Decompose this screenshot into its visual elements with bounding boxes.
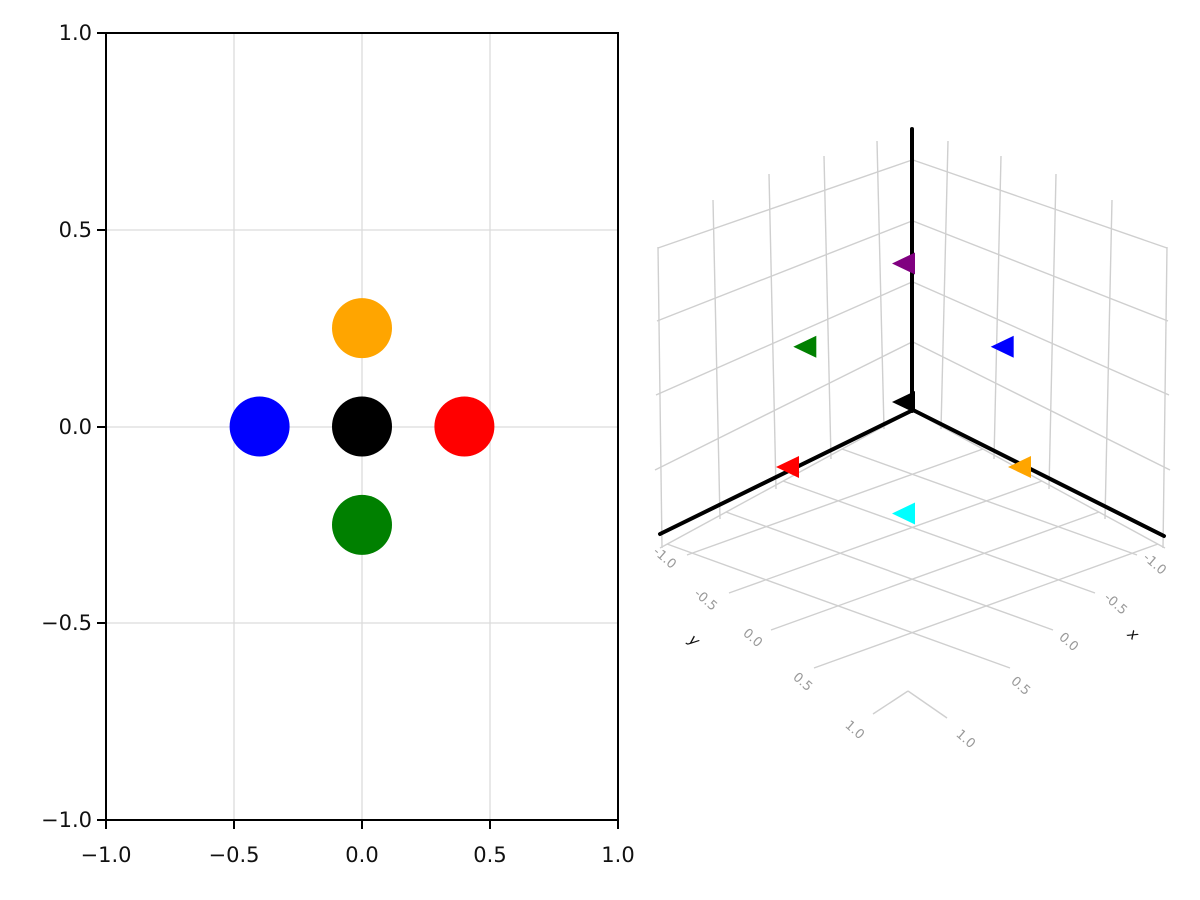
- y-tick-label: −0.5: [41, 611, 92, 635]
- scatter-markers-2d: [229, 298, 495, 555]
- y-tick-label-3d: 0.5: [790, 670, 815, 695]
- wall-grid-left: [654, 140, 913, 549]
- marker-3d-purple: [892, 252, 915, 275]
- y-axis-label-3d: y: [684, 630, 704, 651]
- y-tick-label: 0.5: [59, 218, 92, 242]
- marker-orange: [332, 298, 392, 359]
- y-tick-label: 0.0: [59, 415, 92, 439]
- marker-3d-black: [892, 391, 915, 413]
- marker-3d-red: [776, 456, 799, 478]
- marker-3d-orange: [1008, 456, 1031, 478]
- x-tick-label-3d: 0.0: [1056, 630, 1081, 655]
- y-tick-label-3d: -0.5: [691, 586, 720, 614]
- marker-3d-cyan: [892, 502, 915, 525]
- y-axis-ticks: [97, 32, 106, 821]
- x-tick-label-3d: -0.5: [1101, 590, 1130, 618]
- x-axis-ticks: [105, 820, 619, 829]
- scatter-markers-3d: [776, 252, 1031, 525]
- x-tick-label: −1.0: [81, 843, 132, 867]
- y-tick-label: 1.0: [59, 21, 92, 45]
- marker-green: [332, 494, 392, 555]
- marker-black: [332, 396, 392, 457]
- x-tick-label-3d: 1.0: [953, 727, 978, 752]
- x-tick-label: −0.5: [209, 843, 260, 867]
- y-tick-label-3d: 1.0: [842, 718, 867, 743]
- x-tick-label-3d: -1.0: [1140, 550, 1169, 578]
- floor-grid: [666, 448, 1159, 719]
- wall-grid-right: [912, 140, 1171, 549]
- y-tick-label: −1.0: [41, 808, 92, 832]
- marker-blue: [229, 396, 290, 457]
- x-tick-labels: −1.0 −0.5 0.0 0.5 1.0: [81, 843, 635, 867]
- x-tick-label: 0.0: [345, 843, 378, 867]
- y-tick-labels: 1.0 0.5 0.0 −0.5 −1.0: [41, 21, 92, 832]
- x-tick-label-3d: 0.5: [1008, 674, 1033, 699]
- y-tick-label-3d: -1.0: [650, 544, 679, 572]
- right-plot-3d: -1.0 -0.5 0.0 0.5 1.0 -1.0 -0.5 0.0 0.5 …: [650, 127, 1171, 752]
- marker-red: [434, 396, 495, 457]
- x-tick-label: 0.5: [473, 843, 506, 867]
- marker-3d-blue: [990, 335, 1014, 358]
- y-tick-labels-3d: -1.0 -0.5 0.0 0.5 1.0: [650, 544, 867, 742]
- y-axis-line: [911, 408, 1166, 538]
- y-tick-label-3d: 0.0: [740, 626, 765, 651]
- left-plot: −1.0 −0.5 0.0 0.5 1.0 1.0 0.5 0.0 −0.5 −…: [41, 21, 635, 867]
- x-tick-label: 1.0: [601, 843, 634, 867]
- x-axis-label-3d: x: [1123, 624, 1142, 644]
- marker-3d-green: [793, 335, 817, 358]
